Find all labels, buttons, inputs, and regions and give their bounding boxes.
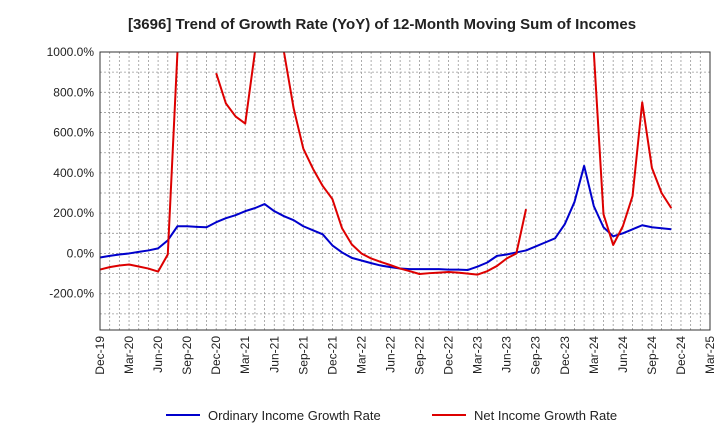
x-axis: Dec-19 Mar-20 Jun-20 Sep-20 Dec-20 Mar-21 Jun-… (93, 336, 717, 375)
x-tick-label: Jun-24 (616, 336, 630, 373)
series-group (99, 51, 673, 276)
y-axis: 1000.0% 800.0% 600.0% 400.0% 200.0% 0.0% -200.… (47, 45, 95, 301)
x-tick-label: Jun-22 (383, 336, 397, 373)
x-tick-label: Sep-23 (529, 336, 543, 375)
grid (100, 51, 710, 330)
y-tick-label: 200.0% (53, 206, 94, 220)
plot-frame (99, 51, 711, 331)
x-tick-label: Sep-21 (296, 336, 310, 375)
legend: Ordinary Income Growth Rate Net Income Gr… (166, 408, 617, 423)
x-tick-label: Dec-19 (93, 336, 107, 375)
series-ordinary-income (99, 164, 672, 271)
legend-item-ordinary-income: Ordinary Income Growth Rate (166, 408, 381, 423)
x-tick-label: Sep-20 (180, 336, 194, 375)
x-tick-label: Mar-21 (238, 336, 252, 374)
x-tick-label: Jun-20 (151, 336, 165, 373)
x-tick-label: Mar-20 (122, 336, 136, 374)
x-tick-label: Mar-23 (471, 336, 485, 374)
y-tick-label: -200.0% (49, 287, 94, 301)
x-tick-label: Mar-22 (354, 336, 368, 374)
x-tick-label: Sep-24 (645, 336, 659, 375)
y-tick-label: 0.0% (67, 246, 95, 260)
x-tick-label: Dec-23 (558, 336, 572, 375)
y-tick-label: 1000.0% (47, 45, 95, 59)
x-tick-label: Dec-22 (442, 336, 456, 375)
y-tick-label: 600.0% (53, 126, 94, 140)
x-tick-label: Mar-25 (703, 336, 717, 374)
series-line (99, 164, 672, 271)
y-tick-label: 800.0% (53, 85, 94, 99)
x-tick-label: Dec-21 (325, 336, 339, 375)
x-tick-label: Jun-23 (500, 336, 514, 373)
chart-title: [3696] Trend of Growth Rate (YoY) of 12-… (128, 16, 636, 33)
x-tick-label: Mar-24 (587, 336, 601, 374)
series-line (99, 51, 673, 276)
x-tick-label: Dec-24 (674, 336, 688, 375)
legend-label: Ordinary Income Growth Rate (208, 408, 381, 423)
x-tick-label: Sep-22 (413, 336, 427, 375)
series-net-income (99, 51, 673, 276)
legend-label: Net Income Growth Rate (474, 408, 617, 423)
x-tick-label: Dec-20 (209, 336, 223, 375)
y-tick-label: 400.0% (53, 166, 94, 180)
x-tick-label: Jun-21 (267, 336, 281, 373)
legend-item-net-income: Net Income Growth Rate (432, 408, 617, 423)
